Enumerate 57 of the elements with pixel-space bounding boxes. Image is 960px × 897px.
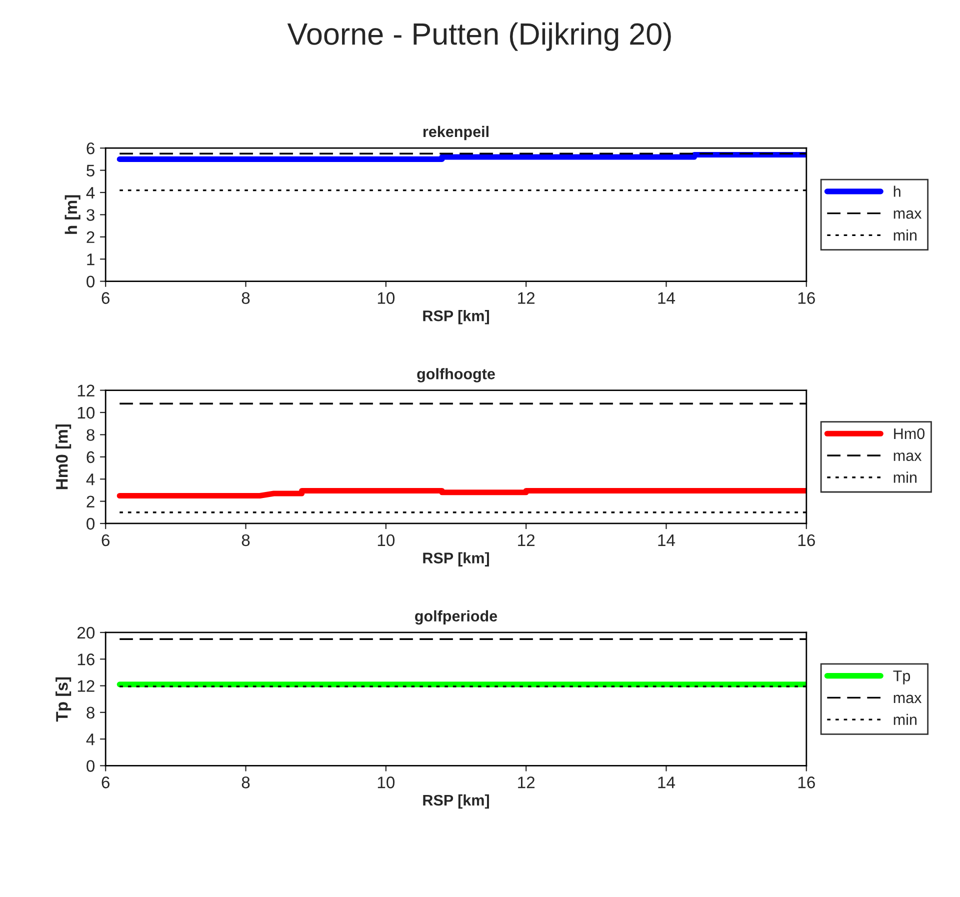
x-tick-label: 6 bbox=[102, 292, 110, 304]
legend-label: min bbox=[894, 714, 916, 725]
legend-label: min bbox=[894, 229, 916, 241]
x-tick-label: 10 bbox=[378, 534, 395, 546]
x-axis-title: RSP [km] bbox=[423, 552, 489, 566]
y-tick-label: 3 bbox=[86, 209, 94, 221]
legend-label: max bbox=[894, 210, 922, 219]
y-tick-label: 4 bbox=[86, 187, 95, 199]
y-tick-label: 12 bbox=[78, 384, 94, 396]
y-tick-label: 8 bbox=[86, 706, 94, 719]
x-tick-label: 12 bbox=[518, 776, 535, 788]
x-tick-label: 10 bbox=[378, 292, 395, 304]
x-tick-label: 8 bbox=[242, 776, 250, 788]
y-tick-label: 16 bbox=[78, 654, 94, 666]
legend-label: max bbox=[894, 452, 922, 461]
y-tick-label: 8 bbox=[86, 429, 94, 441]
y-tick-label: 6 bbox=[86, 451, 94, 464]
y-tick-label: 12 bbox=[78, 680, 94, 692]
y-tick-label: 0 bbox=[86, 518, 95, 530]
x-axis-title: RSP [km] bbox=[423, 794, 489, 809]
x-tick-label: 10 bbox=[378, 776, 395, 788]
y-tick-label: 4 bbox=[86, 474, 95, 486]
legend-label: max bbox=[894, 694, 922, 704]
x-tick-label: 12 bbox=[518, 534, 535, 546]
y-axis-title: h [m] bbox=[64, 195, 80, 234]
y-tick-label: 20 bbox=[77, 626, 95, 639]
x-tick-label: 14 bbox=[658, 534, 676, 546]
chart-title: Voorne - Putten (Dijkring 20) bbox=[287, 22, 671, 51]
y-tick-label: 5 bbox=[86, 164, 94, 176]
x-tick-label: 6 bbox=[102, 534, 110, 546]
y-tick-label: 0 bbox=[86, 760, 95, 772]
y-axis-title: Tp [s] bbox=[56, 677, 72, 722]
chart-title: golfperiode bbox=[415, 610, 498, 625]
y-tick-label: 2 bbox=[86, 231, 94, 243]
legend-label: Hm0 bbox=[894, 428, 925, 440]
x-tick-label: 14 bbox=[658, 292, 676, 304]
x-tick-label: 12 bbox=[518, 292, 535, 304]
y-tick-label: 0 bbox=[86, 276, 95, 288]
x-tick-label: 8 bbox=[242, 534, 250, 546]
legend-label: h bbox=[894, 186, 900, 197]
x-tick-label: 16 bbox=[798, 776, 815, 788]
y-tick-label: 2 bbox=[86, 496, 94, 508]
y-axis-title: Hm0 [m] bbox=[56, 424, 72, 490]
x-axis-title: RSP [km] bbox=[423, 310, 489, 324]
chart-title: golfhoogte bbox=[417, 368, 495, 382]
y-tick-label: 10 bbox=[78, 406, 95, 419]
x-tick-label: 14 bbox=[658, 776, 676, 788]
legend-label: Tp bbox=[893, 670, 910, 684]
x-tick-label: 6 bbox=[102, 776, 110, 788]
y-tick-label: 4 bbox=[86, 734, 95, 746]
x-tick-label: 16 bbox=[798, 534, 815, 546]
y-tick-label: 6 bbox=[86, 142, 94, 154]
x-tick-label: 8 bbox=[242, 292, 250, 304]
y-tick-label: 1 bbox=[87, 254, 94, 266]
chart-subtitle: rekenpeil bbox=[423, 126, 488, 140]
x-tick-label: 16 bbox=[798, 292, 815, 304]
legend-label: min bbox=[894, 472, 916, 483]
